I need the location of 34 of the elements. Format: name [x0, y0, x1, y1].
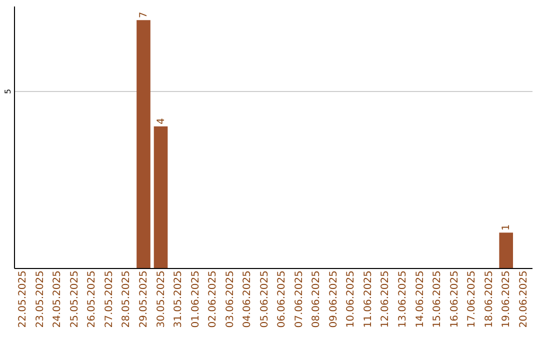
- x-tick-label: 10.06.2025: [346, 270, 357, 328]
- x-tick-label: 29.05.2025: [138, 270, 150, 328]
- x-tick-label: 30.05.2025: [156, 270, 167, 328]
- x-tick-label: 04.06.2025: [242, 270, 254, 328]
- x-tick-label: 15.06.2025: [432, 270, 444, 328]
- x-tick-label: 23.05.2025: [34, 270, 46, 328]
- data-label: 4: [156, 118, 167, 124]
- data-label: 1: [501, 224, 512, 231]
- x-tick-label: 18.06.2025: [484, 270, 495, 328]
- x-tick-label: 09.06.2025: [328, 270, 340, 328]
- x-tick-label: 07.06.2025: [294, 270, 305, 328]
- x-tick-label: 26.05.2025: [86, 270, 98, 328]
- x-tick-label: 01.06.2025: [190, 270, 202, 328]
- x-tick-label: 02.06.2025: [208, 270, 219, 328]
- x-tick-label: 11.06.2025: [362, 270, 374, 328]
- y-tick-label: 5: [4, 88, 12, 94]
- x-tick-label: 27.05.2025: [104, 270, 115, 328]
- x-tick-label: 06.06.2025: [276, 270, 288, 328]
- x-tick-label: 22.05.2025: [18, 270, 29, 328]
- x-tick-label: 24.05.2025: [52, 270, 64, 328]
- x-tick-label: 03.06.2025: [224, 270, 236, 328]
- x-tick-label: 25.05.2025: [69, 270, 80, 328]
- x-tick-label: 28.05.2025: [121, 270, 132, 328]
- x-tick-label: 08.06.2025: [311, 270, 322, 328]
- x-tick-label: 19.06.2025: [501, 270, 512, 328]
- x-tick-label: 05.06.2025: [259, 270, 270, 328]
- x-tick-label: 20.06.2025: [518, 270, 530, 328]
- x-tick-label: 14.06.2025: [414, 270, 426, 328]
- x-tick-label: 31.05.2025: [173, 270, 184, 328]
- x-tick-label: 17.06.2025: [466, 270, 478, 328]
- x-tick-label: 13.06.2025: [398, 270, 408, 328]
- x-tick-label: 12.06.2025: [380, 270, 392, 328]
- data-label: 7: [138, 12, 150, 18]
- x-tick-label: 16.06.2025: [449, 270, 460, 328]
